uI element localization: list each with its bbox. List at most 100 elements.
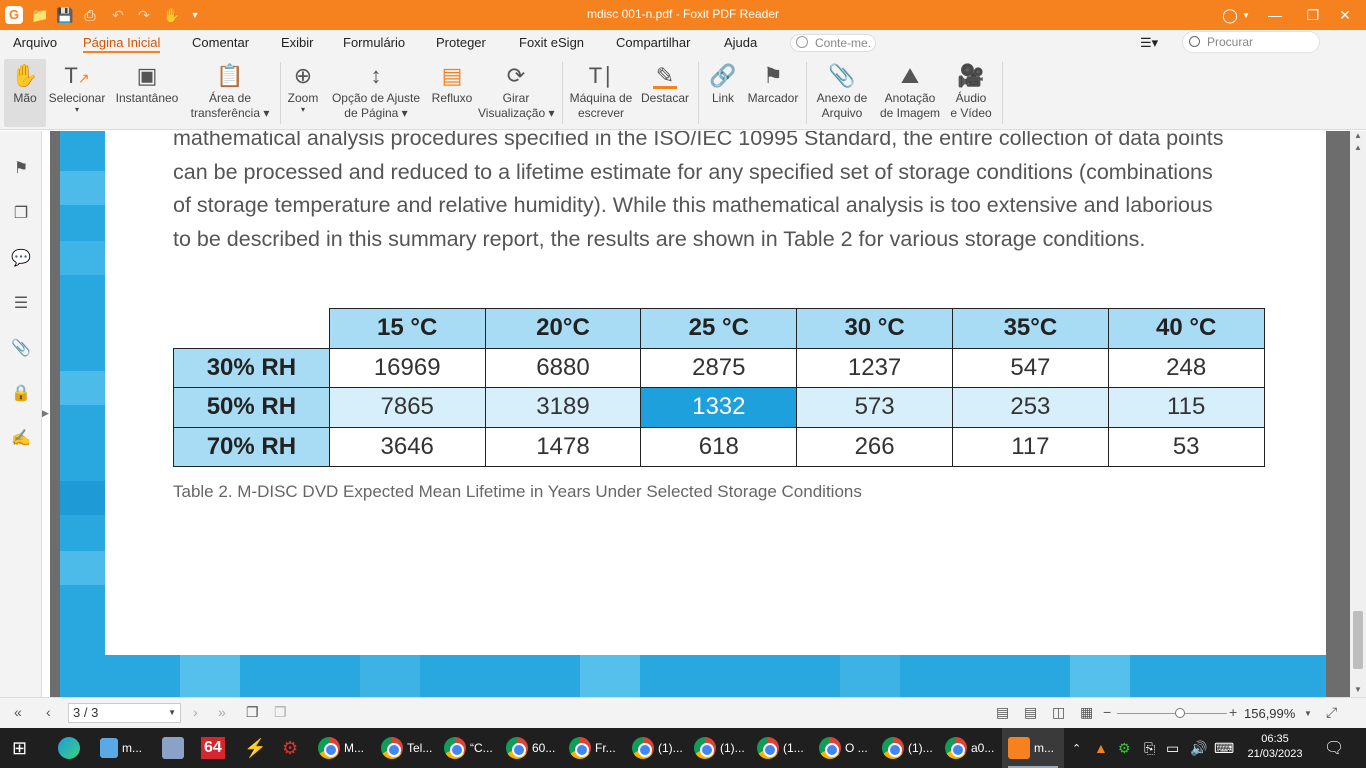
clipboard-button[interactable]: 📋 Área de transferência ▾ bbox=[188, 59, 272, 127]
bookmarks-panel-icon[interactable]: ⚑ bbox=[13, 160, 29, 177]
expand-pane-icon[interactable]: ▶ bbox=[42, 408, 49, 418]
signatures-panel-icon[interactable]: ✍ bbox=[11, 430, 31, 447]
open-folder-icon[interactable]: 📁 bbox=[31, 6, 49, 23]
menu-exibir[interactable]: Exibir bbox=[281, 35, 314, 50]
select-button[interactable]: T↗ Selecionar ▾ bbox=[48, 59, 106, 127]
undo-icon[interactable]: ↶ bbox=[112, 6, 124, 23]
chrome-window[interactable]: (1)... bbox=[632, 728, 683, 768]
snapshot-button[interactable]: ▣ Instantâneo bbox=[112, 59, 182, 127]
reflow-button[interactable]: ▤ Refluxo bbox=[428, 59, 476, 127]
zoom-dropdown-icon[interactable]: ▼ bbox=[1304, 709, 1312, 718]
zoom-out-icon[interactable]: − bbox=[1103, 704, 1112, 720]
chrome-window[interactable]: Tel... bbox=[381, 728, 432, 768]
taskbar-app-bolt-icon[interactable]: ⚡ bbox=[244, 737, 267, 758]
zoom-slider-knob[interactable] bbox=[1175, 708, 1185, 718]
single-page-view-icon[interactable]: ▤ bbox=[996, 704, 1010, 720]
rotate-view-button[interactable]: ⟳ Girar Visualização ▾ bbox=[478, 59, 555, 127]
redo-icon[interactable]: ↷ bbox=[138, 6, 150, 23]
scrollbar-thumb[interactable] bbox=[1353, 611, 1363, 669]
restore-icon[interactable]: ❐ bbox=[1306, 6, 1320, 23]
speaker-warning-icon[interactable]: ▲ bbox=[1094, 740, 1108, 756]
security-tray-icon[interactable]: ⚙ bbox=[1118, 739, 1131, 756]
next-page-icon[interactable]: › bbox=[193, 704, 198, 720]
notifications-icon[interactable]: 🗨 bbox=[1324, 740, 1345, 757]
hand-tool-button[interactable]: ✋ Mão bbox=[4, 59, 46, 127]
usb-icon[interactable]: ⎘ bbox=[1144, 739, 1156, 756]
print-icon[interactable]: ⎙ bbox=[84, 6, 96, 23]
comments-panel-icon[interactable]: 💬 bbox=[11, 250, 31, 267]
account-icon[interactable]: ◯ bbox=[1222, 6, 1238, 23]
menu-proteger[interactable]: Proteger bbox=[436, 35, 486, 50]
typewriter-button[interactable]: T∣ Máquina de escrever bbox=[566, 59, 636, 127]
chrome-window[interactable]: O ... bbox=[819, 728, 868, 768]
zoom-in-icon[interactable]: + bbox=[1229, 704, 1238, 720]
language-icon[interactable]: ⌨ bbox=[1214, 739, 1235, 756]
continuous-facing-view-icon[interactable]: ▦ bbox=[1080, 704, 1094, 720]
quick-access-dropdown-icon[interactable]: ▼ bbox=[190, 10, 200, 20]
layers-panel-icon[interactable]: ☰ bbox=[13, 295, 29, 312]
chrome-window[interactable]: (1... bbox=[757, 728, 804, 768]
scroll-page-up-icon[interactable]: ▲ bbox=[1354, 143, 1362, 152]
fullscreen-icon[interactable]: ⤢ bbox=[1326, 704, 1338, 720]
chrome-window[interactable]: (1)... bbox=[694, 728, 745, 768]
file-attachment-button[interactable]: 📎 Anexo de Arquivo bbox=[812, 59, 872, 127]
fit-page-button[interactable]: ↕ Opção de Ajuste de Página ▾ bbox=[328, 59, 424, 127]
vertical-scrollbar[interactable]: ▲ ▲ ▼ bbox=[1350, 131, 1366, 697]
hand-tool-quick-icon[interactable]: ✋ bbox=[163, 6, 181, 23]
windows-start-icon[interactable]: ⊞ bbox=[12, 737, 28, 758]
zoom-slider[interactable] bbox=[1117, 708, 1227, 718]
taskbar-app-cube[interactable]: m... bbox=[100, 728, 142, 768]
scroll-down-icon[interactable]: ▼ bbox=[1354, 685, 1362, 694]
audio-video-button[interactable]: 🎥 Áudio e Vídeo bbox=[946, 59, 996, 127]
taskbar-app-gear-icon[interactable]: ⚙ bbox=[282, 737, 299, 758]
scroll-up-icon[interactable]: ▲ bbox=[1354, 131, 1362, 140]
link-button[interactable]: 🔗 Link bbox=[704, 59, 742, 127]
highlight-button[interactable]: ✎ Destacar bbox=[638, 59, 692, 127]
tell-me-box[interactable]: Conte-me. bbox=[790, 34, 876, 52]
ribbon-options-icon[interactable]: ☰▾ bbox=[1140, 35, 1159, 50]
system-clock[interactable]: 06:35 21/03/2023 bbox=[1238, 732, 1312, 762]
menu-pagina-inicial[interactable]: Página Inicial bbox=[83, 35, 161, 53]
chrome-window[interactable]: M... bbox=[318, 728, 364, 768]
image-annotation-button[interactable]: ⛰ Anotação de Imagem bbox=[876, 59, 944, 127]
pages-panel-icon[interactable]: ❐ bbox=[13, 205, 29, 222]
menu-foxit-esign[interactable]: Foxit eSign bbox=[519, 35, 585, 50]
last-page-icon[interactable]: » bbox=[218, 704, 226, 720]
previous-view-icon[interactable]: ❐ bbox=[246, 704, 259, 720]
show-hidden-icons-icon[interactable]: ⌃ bbox=[1072, 742, 1082, 755]
menu-arquivo[interactable]: Arquivo bbox=[13, 35, 58, 50]
volume-icon[interactable]: 🔊 bbox=[1190, 739, 1208, 756]
previous-page-icon[interactable]: ‹ bbox=[46, 704, 51, 720]
chrome-window[interactable]: a0... bbox=[945, 728, 994, 768]
page-dropdown-icon[interactable]: ▼ bbox=[168, 708, 176, 717]
page-number-input[interactable]: 3 / 3 ▼ bbox=[68, 703, 181, 723]
first-page-icon[interactable]: « bbox=[14, 704, 22, 720]
next-view-icon[interactable]: ❐ bbox=[274, 704, 287, 720]
minimize-icon[interactable]: — bbox=[1268, 7, 1282, 23]
zoom-button[interactable]: ⊕ Zoom ▾ bbox=[284, 59, 322, 127]
attachments-panel-icon[interactable]: 📎 bbox=[11, 340, 31, 357]
network-icon[interactable]: ▭ bbox=[1166, 739, 1180, 756]
chrome-window[interactable]: 60... bbox=[506, 728, 555, 768]
zoom-value[interactable]: 156,99% bbox=[1244, 706, 1296, 721]
security-panel-icon[interactable]: 🔒 bbox=[11, 385, 31, 402]
chrome-window[interactable]: “C... bbox=[444, 728, 493, 768]
save-icon[interactable]: 💾 bbox=[56, 6, 74, 23]
taskbar-app-64[interactable]: 64 bbox=[201, 728, 225, 768]
menu-formulario[interactable]: Formulário bbox=[343, 35, 406, 50]
bookmark-button[interactable]: ⚑ Marcador bbox=[746, 59, 800, 127]
close-icon[interactable]: ✕ bbox=[1339, 6, 1351, 23]
edge-icon[interactable] bbox=[58, 728, 84, 768]
taskbar-app-car-icon[interactable] bbox=[162, 728, 188, 768]
menu-ajuda[interactable]: Ajuda bbox=[724, 35, 758, 50]
menu-compartilhar[interactable]: Compartilhar bbox=[616, 35, 691, 50]
foxit-window[interactable]: m... bbox=[1002, 728, 1064, 768]
continuous-view-icon[interactable]: ▤ bbox=[1024, 704, 1038, 720]
account-dropdown-icon[interactable]: ▼ bbox=[1242, 10, 1250, 20]
document-viewport[interactable]: mathematical analysis procedures specifi… bbox=[50, 131, 1350, 697]
facing-view-icon[interactable]: ◫ bbox=[1052, 704, 1066, 720]
search-input[interactable]: Procurar bbox=[1182, 31, 1320, 53]
chrome-window[interactable]: Fr... bbox=[569, 728, 616, 768]
chrome-window[interactable]: (1)... bbox=[882, 728, 933, 768]
menu-comentar[interactable]: Comentar bbox=[192, 35, 250, 50]
